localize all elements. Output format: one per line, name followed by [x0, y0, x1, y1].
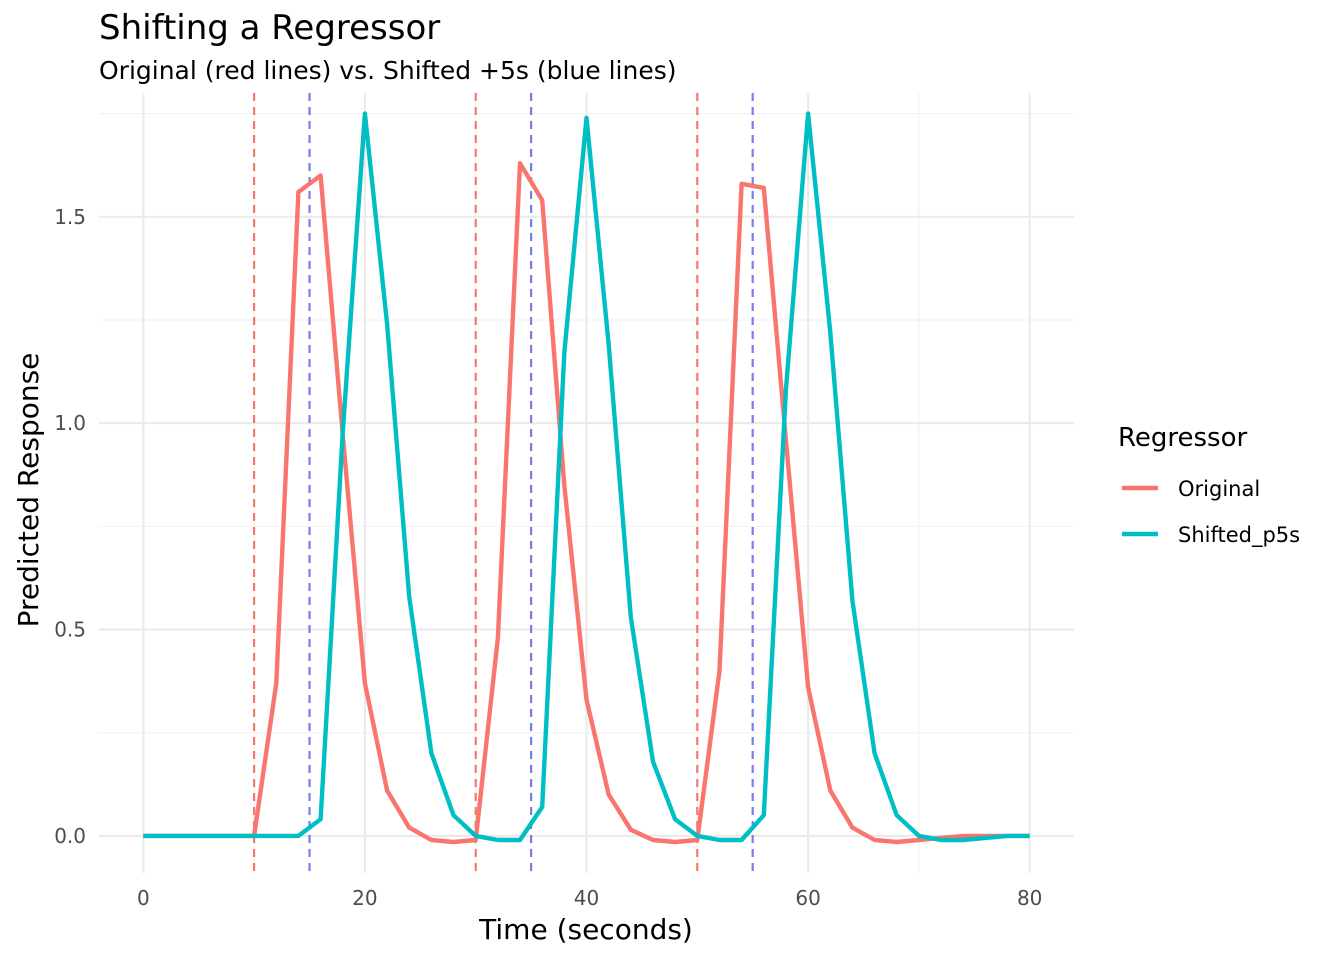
x-tick-label: 40	[574, 886, 599, 910]
chart-title: Shifting a Regressor	[99, 8, 441, 48]
legend-title: Regressor	[1118, 423, 1248, 453]
series-line-original	[143, 160, 1030, 845]
legend: Regressor Original Shifted_p5s	[1118, 423, 1300, 548]
y-tick-label: 0.0	[54, 824, 86, 848]
x-tick-label: 80	[1017, 886, 1042, 910]
x-tick-label: 20	[352, 886, 377, 910]
x-tick-label: 0	[137, 886, 150, 910]
event-lines	[253, 93, 754, 873]
y-axis-ticks: 0.0 0.5 1.0 1.5	[54, 205, 86, 848]
y-tick-label: 1.0	[54, 411, 86, 435]
x-axis-title: Time (seconds)	[478, 913, 693, 946]
y-tick-label: 1.5	[54, 205, 86, 229]
chart-subtitle: Original (red lines) vs. Shifted +5s (bl…	[99, 56, 677, 85]
x-tick-label: 60	[795, 886, 820, 910]
legend-label: Original	[1178, 477, 1260, 501]
legend-label: Shifted_p5s	[1178, 523, 1300, 548]
y-tick-label: 0.5	[54, 618, 86, 642]
series-line-shifted-p5s	[143, 111, 1030, 843]
major-grid	[99, 93, 1074, 873]
x-axis-ticks: 0 20 40 60 80	[137, 886, 1042, 910]
series-lines	[143, 111, 1030, 845]
y-axis-title: Predicted Response	[12, 353, 45, 628]
